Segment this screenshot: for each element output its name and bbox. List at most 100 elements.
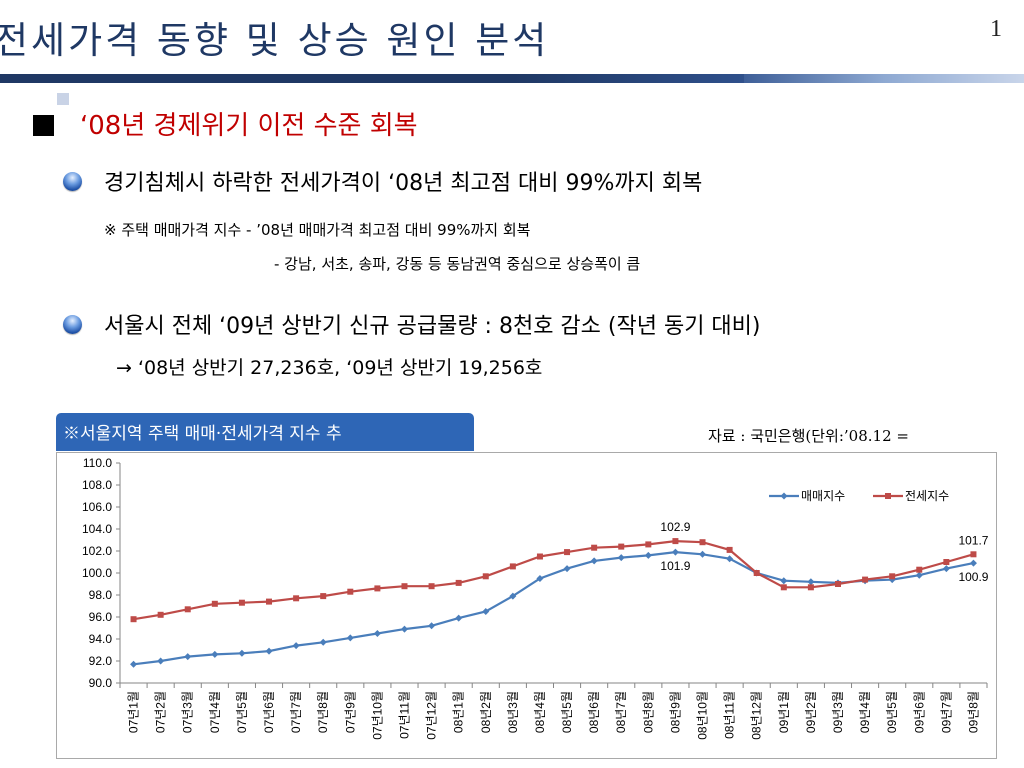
- data-point-1: [563, 565, 571, 573]
- data-point-1: [644, 551, 652, 559]
- x-tick-label: 08년5월: [560, 691, 574, 733]
- data-point-2: [970, 551, 977, 558]
- y-tick-label: 92.0: [89, 654, 113, 668]
- data-point-1: [319, 638, 327, 646]
- data-point-2: [862, 576, 869, 583]
- data-label: 100.9: [958, 570, 988, 584]
- data-point-1: [780, 577, 788, 585]
- data-point-2: [293, 595, 300, 602]
- data-point-1: [969, 559, 977, 567]
- supply-detail-line: → ‘08년 상반기 27,236호, ‘09년 상반기 19,256호: [116, 357, 543, 379]
- x-tick-label: 08년3월: [506, 691, 520, 733]
- data-label: 101.7: [958, 533, 988, 547]
- orb-bullet-icon: [63, 172, 82, 191]
- square-bullet-icon: [33, 115, 54, 136]
- data-point-2: [889, 573, 896, 580]
- chart-frame: 110.0 108.0 106.0 104.0 102.0 100.0 98.0 96.0 94…: [56, 452, 997, 759]
- data-point-1: [157, 657, 165, 665]
- title-divider-accent: [744, 74, 1024, 83]
- data-point-2: [645, 541, 652, 548]
- data-point-1: [455, 614, 463, 622]
- data-point-2: [347, 588, 354, 595]
- x-tick-label: 07년2월: [154, 691, 168, 733]
- x-tick-label: 07년7월: [289, 691, 303, 733]
- data-point-2: [130, 616, 137, 623]
- x-tick-label: 09년8월: [966, 691, 980, 733]
- data-point-1: [482, 608, 490, 615]
- x-tick-label: 08년9월: [668, 691, 682, 733]
- x-tick-label: 08년8월: [641, 691, 655, 733]
- data-point-1: [726, 555, 734, 563]
- data-point-2: [753, 570, 760, 576]
- data-point-2: [834, 581, 841, 587]
- x-tick-label: 08년6월: [587, 691, 601, 733]
- slide-title: 전세가격 동향 및 상승 원인 분석: [0, 19, 550, 62]
- data-point-2: [509, 563, 516, 570]
- y-tick-label: 102.0: [82, 544, 112, 558]
- y-tick-label: 90.0: [89, 676, 113, 690]
- page-number: 1: [990, 16, 1002, 42]
- data-point-2: [943, 559, 950, 565]
- y-tick-label: 106.0: [82, 500, 112, 514]
- x-tick-label: 08년1월: [452, 691, 466, 733]
- data-point-2: [184, 606, 191, 613]
- data-point-2: [564, 549, 571, 556]
- x-tick-label: 08년7월: [614, 691, 628, 733]
- data-point-1: [373, 630, 381, 637]
- x-tick-label: 08년4월: [533, 691, 547, 733]
- y-tick-label: 98.0: [89, 588, 113, 602]
- data-point-1: [265, 647, 273, 655]
- x-tick-label: 07년5월: [235, 691, 249, 733]
- data-point-2: [157, 611, 164, 618]
- data-point-1: [346, 634, 354, 642]
- orb-bullet-icon: [63, 315, 82, 334]
- data-point-1: [699, 550, 707, 558]
- data-point-1: [590, 557, 598, 565]
- x-tick-label: 09년1월: [777, 691, 791, 733]
- legend-label: 전세지수: [905, 489, 949, 503]
- x-tick-label: 08년11월: [723, 691, 737, 739]
- data-point-1: [184, 653, 192, 661]
- y-tick-label: 110.0: [83, 456, 112, 470]
- data-point-1: [671, 548, 679, 556]
- data-point-2: [672, 538, 679, 545]
- heading-bullet-decoration: [57, 93, 69, 105]
- x-tick-label: 09년4월: [858, 691, 872, 733]
- data-point-2: [455, 579, 462, 586]
- x-tick-label: 07년10월: [370, 691, 384, 740]
- chart-title-tab: ※서울지역 주택 매매·전세가격 지수 추: [56, 413, 474, 451]
- legend-label: 매매지수: [801, 489, 845, 503]
- data-point-2: [374, 585, 381, 592]
- x-tick-label: 07년11월: [397, 691, 411, 739]
- data-point-2: [726, 546, 733, 553]
- bullet-point-1: 경기침체시 하락한 전세가격이 ‘08년 최고점 대비 99%까지 회복: [104, 171, 703, 196]
- x-tick-label: 09년2월: [804, 691, 818, 733]
- x-tick-label: 07년12월: [425, 691, 439, 740]
- data-point-2: [699, 539, 706, 546]
- x-tick-label: 09년7월: [939, 691, 953, 733]
- data-point-1: [130, 660, 138, 668]
- legend-marker-1: [780, 492, 788, 500]
- data-point-1: [942, 565, 950, 573]
- chart-source-note: 자료 : 국민은행(단위:’08.12 =: [708, 427, 909, 445]
- data-point-1: [509, 592, 517, 600]
- x-tick-label: 09년3월: [831, 691, 845, 733]
- note-line-1: ※ 주택 매매가격 지수 - ’08년 매매가격 최고점 대비 99%까지 회복: [104, 221, 531, 239]
- y-tick-label: 104.0: [82, 522, 112, 536]
- y-tick-label: 94.0: [89, 632, 113, 646]
- series-line-2: [133, 539, 974, 621]
- data-point-1: [238, 649, 246, 657]
- x-tick-label: 08년10월: [696, 691, 710, 740]
- data-point-1: [807, 578, 815, 586]
- x-tick-label: 07년3월: [181, 691, 195, 733]
- y-tick-label: 100.0: [82, 566, 112, 580]
- data-point-2: [536, 553, 543, 560]
- data-point-2: [238, 599, 245, 606]
- data-point-2: [807, 584, 814, 591]
- series-line-1: [133, 550, 974, 666]
- data-point-2: [618, 543, 625, 550]
- x-tick-label: 07년9월: [343, 691, 357, 733]
- data-point-2: [591, 544, 598, 551]
- data-point-2: [266, 598, 273, 605]
- data-point-2: [916, 566, 923, 573]
